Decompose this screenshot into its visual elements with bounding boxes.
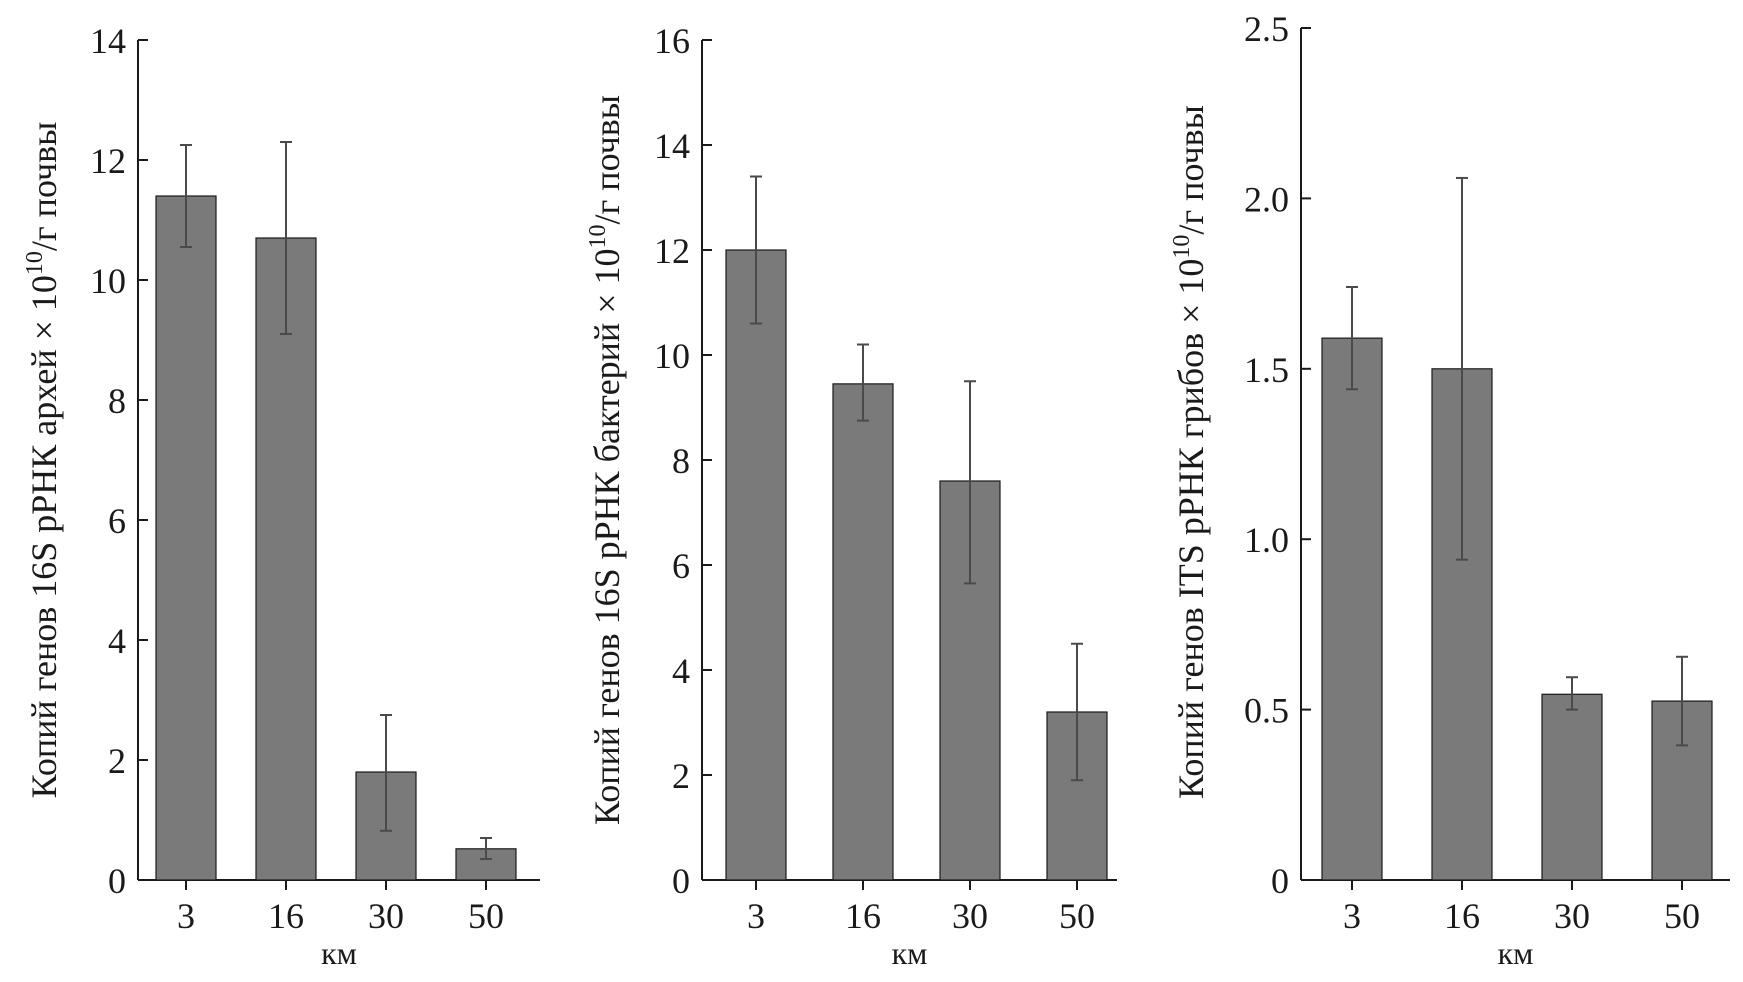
y-tick-label: 4 xyxy=(672,651,690,691)
y-axis-title-main: Копий генов ITS рРНК грибов × 10 xyxy=(1171,259,1211,799)
chart-panel-archaea: 0 2 4 6 8 10 12 14 3 16 30 50 км Копий генов 16S рРНК… xyxy=(22,21,540,971)
y-axis-title-exponent: 10 xyxy=(1169,235,1195,259)
x-tick-label: 30 xyxy=(952,896,988,936)
y-axis-title-unit: /г почвы xyxy=(1171,105,1211,234)
bar-3 xyxy=(1321,337,1383,881)
y-tick-label: 2.5 xyxy=(1244,9,1289,49)
x-tick-label: 3 xyxy=(177,896,195,936)
chart-panel-fungi: 0 0.5 1.0 1.5 2.0 2.5 3 16 30 50 км Копий генов ITS… xyxy=(1169,9,1730,971)
y-tick-label: 1.0 xyxy=(1244,520,1289,560)
y-axis-title-exponent: 10 xyxy=(22,251,48,275)
y-tick-label: 0 xyxy=(672,861,690,901)
x-tick-label: 3 xyxy=(1343,896,1361,936)
y-axis-title: Копий генов ITS рРНК грибов × 1010/г поч… xyxy=(1169,105,1211,799)
y-axis-title: Копий генов 16S рРНК архей × 1010/г почв… xyxy=(22,122,64,799)
x-tick-label: 16 xyxy=(1444,896,1480,936)
chart-panel-bacteria: 0 2 4 6 8 10 12 14 16 3 16 30 50 км Копий генов 16S рР… xyxy=(585,21,1117,971)
y-tick-label: 0 xyxy=(108,861,126,901)
y-tick-label: 6 xyxy=(672,546,690,586)
y-tick-label: 2.0 xyxy=(1244,179,1289,219)
x-tick-label: 16 xyxy=(845,896,881,936)
y-tick-label: 1.5 xyxy=(1244,350,1289,390)
y-tick-label: 0.5 xyxy=(1244,691,1289,731)
y-tick-label: 0 xyxy=(1271,861,1289,901)
y-axis-title-exponent: 10 xyxy=(585,224,611,248)
bar-30 xyxy=(1541,693,1603,881)
x-tick-label: 30 xyxy=(1554,896,1590,936)
y-axis-title-main: Копий генов 16S рРНК бактерий × 10 xyxy=(587,248,627,824)
y-tick-label: 8 xyxy=(108,381,126,421)
bar-16 xyxy=(255,237,317,881)
y-tick-label: 16 xyxy=(654,21,690,61)
x-tick-label: 50 xyxy=(1059,896,1095,936)
x-tick-label: 30 xyxy=(368,896,404,936)
y-tick-label: 14 xyxy=(654,126,690,166)
y-tick-label: 12 xyxy=(90,141,126,181)
y-axis-title: Копий генов 16S рРНК бактерий × 1010/г п… xyxy=(585,95,627,825)
x-axis-title: км xyxy=(1498,935,1534,971)
x-tick-label: 50 xyxy=(468,896,504,936)
y-tick-label: 10 xyxy=(654,336,690,376)
bar-3 xyxy=(725,249,787,881)
y-axis-title-main: Копий генов 16S рРНК архей × 10 xyxy=(24,275,64,798)
x-tick-label: 16 xyxy=(268,896,304,936)
x-axis-title: км xyxy=(892,935,928,971)
y-axis-title-unit: /г почвы xyxy=(587,95,627,224)
y-tick-label: 10 xyxy=(90,261,126,301)
y-tick-label: 12 xyxy=(654,231,690,271)
y-tick-label: 14 xyxy=(90,21,126,61)
y-tick-label: 2 xyxy=(108,741,126,781)
y-tick-label: 4 xyxy=(108,621,126,661)
y-tick-label: 8 xyxy=(672,441,690,481)
bar-3 xyxy=(155,195,217,881)
y-tick-label: 6 xyxy=(108,501,126,541)
x-axis-title: км xyxy=(321,935,357,971)
y-axis-title-unit: /г почвы xyxy=(24,122,64,251)
x-tick-label: 50 xyxy=(1664,896,1700,936)
bar-16 xyxy=(832,383,894,881)
y-tick-label: 2 xyxy=(672,756,690,796)
x-tick-label: 3 xyxy=(747,896,765,936)
